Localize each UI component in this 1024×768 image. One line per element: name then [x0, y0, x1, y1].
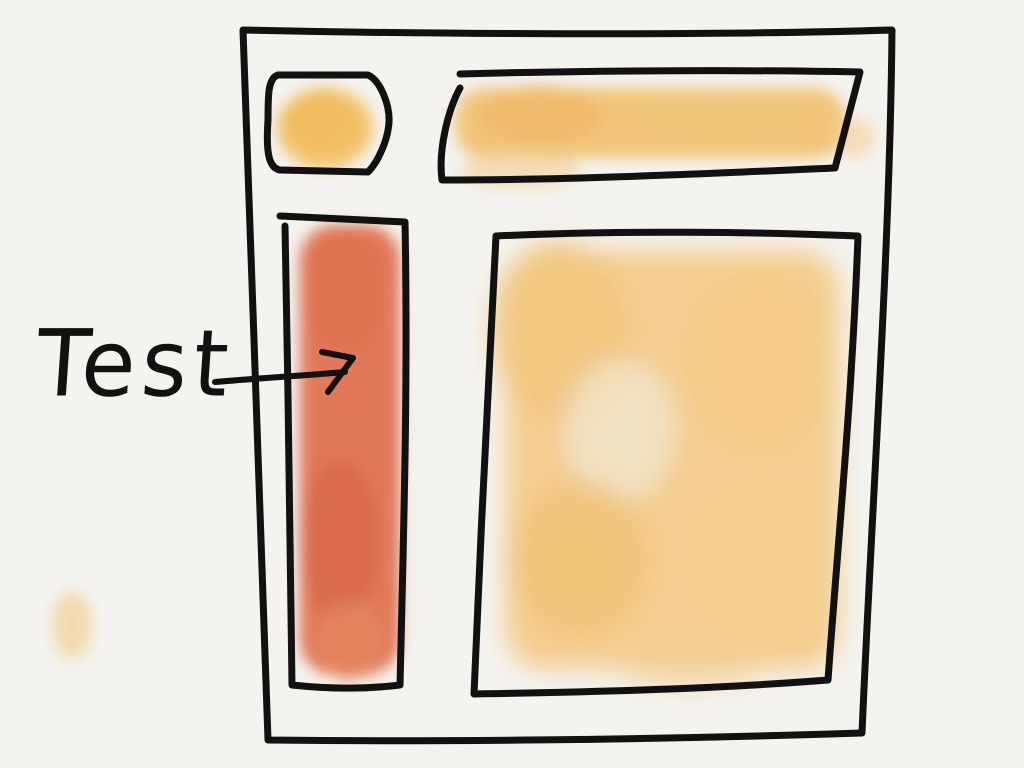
header-wash	[455, 85, 875, 188]
sidebar-panel	[276, 212, 410, 692]
sidebar-wash	[300, 225, 400, 680]
arrowhead-icon	[319, 349, 356, 395]
logo-wash	[277, 88, 373, 168]
main-content-panel	[470, 228, 862, 698]
annotation-label: Test	[33, 309, 238, 418]
header-bar	[437, 67, 864, 184]
stray-paint-speck	[52, 591, 92, 659]
annotation-arrow	[212, 369, 348, 385]
logo-box	[263, 71, 393, 176]
page-frame	[239, 26, 896, 745]
content-wash	[490, 240, 840, 688]
